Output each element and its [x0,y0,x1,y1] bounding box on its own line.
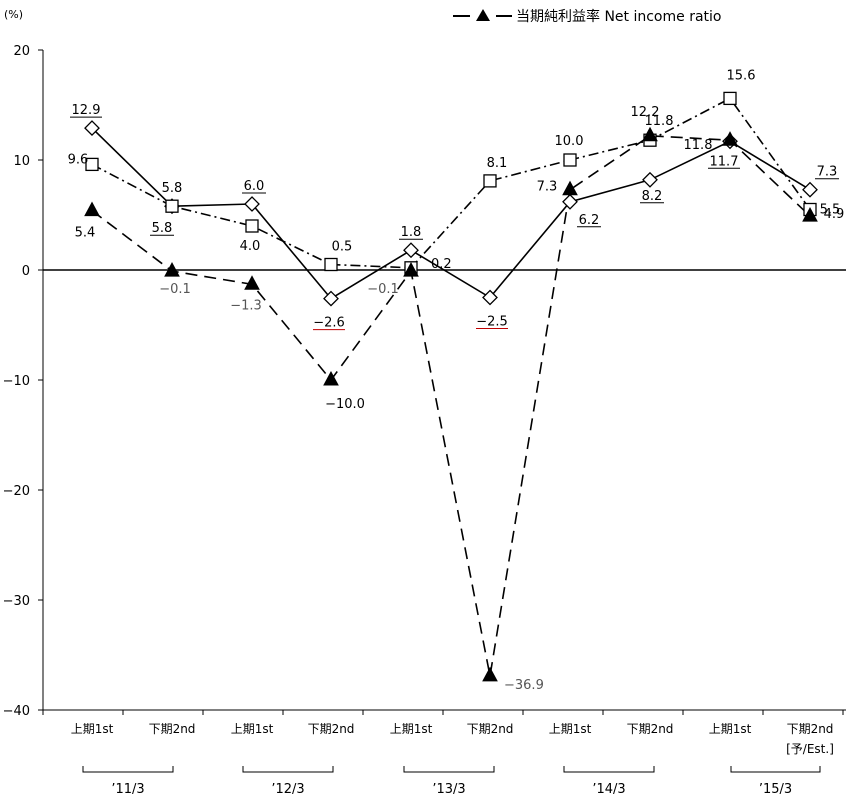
data-label: 5.5 [820,203,841,218]
period-label: ’15/3 [759,782,792,797]
axes: 20 10 0 −10 −20 −30 −40 上期1st 下期2nd 上期1st 下期2nd 上期1… [3,44,846,797]
x-category-label: 上期1st [231,722,274,736]
square-marker [324,257,338,272]
legend-triangle-marker [476,9,490,21]
data-label: 12.9 [72,103,101,118]
period-bracket: ’11/3 [82,766,174,797]
data-label: 9.6 [68,152,89,167]
data-label: 11.8 [645,114,674,129]
x-category-label: 下期2nd [467,722,514,736]
y-tick-label: −20 [3,484,30,499]
bracket-line [82,766,174,773]
data-label: 5.8 [162,181,183,196]
x-category-label: 上期1st [709,722,752,736]
diamond-marker [403,242,419,259]
data-label: −2.5 [476,315,508,330]
triangle-marker [482,666,498,682]
y-tick-label: −30 [3,594,30,609]
square-marker [165,199,179,213]
data-label: 11.7 [710,154,739,169]
x-category-label: 下期2nd [149,722,196,736]
data-label: 5.8 [152,221,173,236]
data-label: 6.0 [244,179,265,194]
diamond-marker [323,290,339,307]
data-label: −0.1 [159,282,191,297]
data-label: 4.9 [824,207,845,222]
period-bracket: ’13/3 [403,766,495,797]
bracket-line [563,766,655,773]
x-category-note: [予/Est.] [786,742,834,756]
data-labels: 12.9 5.8 6.0 −2.6 1.8 −2.5 6.2 8.2 11.7 7.3 9.6 5.8… [68,68,845,693]
data-label: 12.2 [631,105,660,120]
triangle-marker [323,370,339,386]
series-line-square [91,97,811,269]
triangle-marker [562,180,578,196]
data-label: 8.2 [642,189,663,204]
square-marker [723,91,737,106]
diamond-marker [802,181,818,198]
y-tick-label: 10 [13,154,30,169]
x-category-label: 上期1st [549,722,592,736]
bracket-line [730,766,821,773]
x-category-label: 下期2nd [308,722,355,736]
x-category-label: 下期2nd [787,722,834,736]
diamond-marker [84,120,100,137]
period-label: ’11/3 [111,782,144,797]
data-label: −1.3 [230,298,262,313]
square-marker [563,153,577,167]
data-label: −0.1 [367,282,399,297]
square-marker [245,219,259,233]
triangle-marker [164,262,180,277]
data-label: 15.6 [727,68,756,83]
y-tick-label: 0 [22,264,30,279]
diamond-marker [244,196,260,212]
bracket-line [403,766,495,773]
data-label: 10.0 [555,134,584,149]
data-label: 7.3 [537,180,558,195]
period-bracket: ’12/3 [242,766,334,797]
diamond-marker [562,193,578,210]
y-tick-label: −40 [3,704,30,719]
legend: 当期純利益率 Net income ratio [453,8,721,25]
data-label: 1.8 [401,225,422,240]
triangle-marker [642,126,658,142]
data-label: 0.5 [332,240,353,255]
plot-area [84,91,818,682]
data-label: 5.4 [75,226,96,241]
x-category-label: 上期1st [390,722,433,736]
y-axis-unit: (%) [4,8,23,21]
data-label: 7.3 [817,165,838,180]
series-line-diamond [91,127,811,300]
y-tick-label: −10 [3,374,30,389]
period-bracket: ’15/3 [730,766,821,797]
period-label: ’14/3 [592,782,625,797]
data-label: −2.6 [313,316,345,331]
triangle-marker [403,262,419,277]
legend-label: 当期純利益率 Net income ratio [516,8,721,25]
data-label: −36.9 [504,678,544,693]
y-tick-label: 20 [13,44,30,59]
square-marker [85,157,99,172]
triangle-marker [722,131,738,146]
data-label: 0.2 [431,257,452,272]
period-label: ’12/3 [271,782,304,797]
data-label: 6.2 [579,213,600,228]
triangle-marker [244,275,260,290]
triangle-marker [802,207,818,222]
period-label: ’13/3 [432,782,465,797]
data-label: 8.1 [487,156,508,171]
triangle-marker [84,201,100,217]
x-category-label: 上期1st [71,722,114,736]
bracket-line [242,766,334,773]
data-label: −10.0 [325,397,365,412]
period-bracket: ’14/3 [563,766,655,797]
data-label: 11.8 [684,138,713,153]
series-line-triangle [91,134,811,677]
diamond-marker [482,289,498,306]
diamond-marker [642,171,658,188]
x-category-label: 下期2nd [627,722,674,736]
square-marker [483,174,497,188]
data-label: 4.0 [240,239,261,254]
